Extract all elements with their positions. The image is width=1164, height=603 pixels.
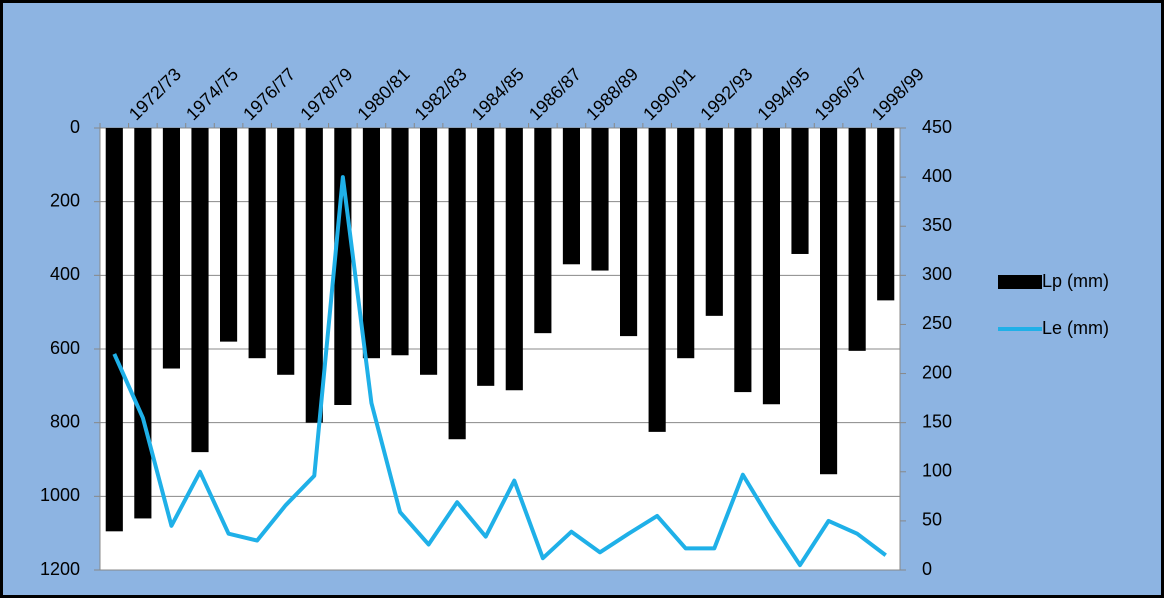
bar <box>505 128 523 391</box>
bar <box>562 128 580 265</box>
y-tick-label: 200 <box>50 190 80 210</box>
bar <box>648 128 666 432</box>
y-tick-label: 600 <box>50 338 80 358</box>
bar <box>762 128 780 405</box>
bar <box>191 128 209 453</box>
bar <box>305 128 323 423</box>
bar <box>677 128 695 359</box>
y2-tick-label: 400 <box>922 166 952 186</box>
bar <box>362 128 380 359</box>
bar <box>820 128 838 475</box>
y2-tick-label: 200 <box>922 362 952 382</box>
y-tick-label: 400 <box>50 264 80 284</box>
y-tick-label: 0 <box>70 117 80 137</box>
bar <box>220 128 238 342</box>
bar <box>591 128 609 271</box>
bar <box>734 128 752 393</box>
y2-tick-label: 100 <box>922 461 952 481</box>
bar <box>134 128 152 519</box>
y2-tick-label: 450 <box>922 117 952 137</box>
y-tick-label: 1200 <box>40 559 80 579</box>
y-tick-label: 1000 <box>40 485 80 505</box>
bar <box>848 128 866 351</box>
y2-tick-label: 50 <box>922 510 942 530</box>
y2-tick-label: 150 <box>922 411 952 431</box>
legend-label: Lp (mm) <box>1042 271 1109 291</box>
bar <box>448 128 466 440</box>
bar <box>248 128 266 359</box>
bar <box>420 128 438 375</box>
bar <box>391 128 409 356</box>
bar <box>534 128 552 334</box>
y2-tick-label: 300 <box>922 264 952 284</box>
line <box>112 175 887 568</box>
bar <box>162 128 180 369</box>
y2-tick-label: 350 <box>922 215 952 235</box>
y-tick-label: 800 <box>50 411 80 431</box>
bar <box>705 128 723 316</box>
legend-label: Le (mm) <box>1042 318 1109 338</box>
bar <box>334 128 352 405</box>
bar <box>620 128 638 337</box>
bar <box>877 128 895 301</box>
y2-tick-label: 0 <box>922 559 932 579</box>
bar <box>477 128 495 386</box>
y2-tick-label: 250 <box>922 313 952 333</box>
legend-swatch <box>998 275 1042 289</box>
bar <box>105 128 123 532</box>
bar <box>277 128 295 375</box>
bar <box>791 128 809 254</box>
